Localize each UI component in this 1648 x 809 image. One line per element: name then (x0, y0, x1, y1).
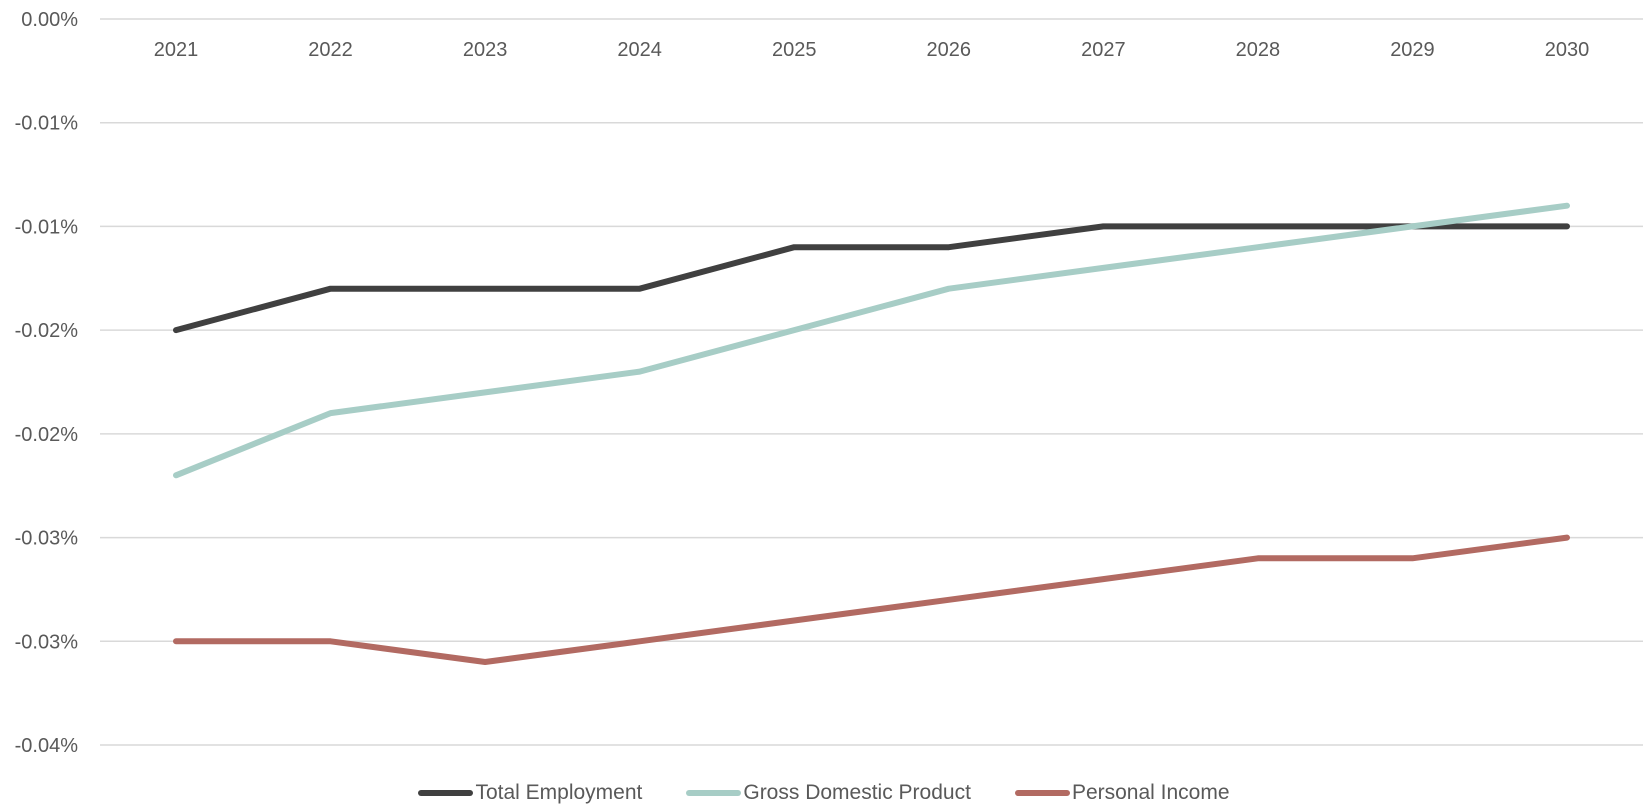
legend-label: Gross Domestic Product (743, 781, 971, 804)
y-tick-label: -0.02% (15, 424, 79, 446)
x-tick-label: 2030 (1545, 39, 1590, 61)
x-tick-label: 2022 (308, 39, 353, 61)
x-tick-label: 2021 (154, 39, 199, 61)
legend: Total Employment Gross Domestic Product Pe… (0, 778, 1648, 808)
series-line-1 (173, 223, 1570, 334)
legend-label: Total Employment (475, 781, 643, 804)
x-axis-ticks: 2021 2022 2023 2024 2025 2026 2027 2028 2029 2030 (154, 39, 1590, 61)
y-tick-label: -0.04% (15, 735, 79, 757)
grid-lines (100, 18, 1643, 746)
x-tick-label: 2025 (772, 39, 817, 61)
y-tick-label: -0.02% (15, 320, 79, 342)
legend-label: Personal Income (1071, 781, 1230, 804)
x-tick-label: 2028 (1236, 39, 1281, 61)
x-tick-label: 2029 (1390, 39, 1435, 61)
y-axis-ticks: 0.00% -0.01% -0.01% -0.02% -0.02% -0.03% -0.03… (15, 9, 79, 757)
legend-item: Personal Income (1014, 781, 1230, 805)
x-tick-label: 2026 (927, 39, 972, 61)
legend-swatch (418, 790, 474, 796)
x-tick-label: 2027 (1081, 39, 1126, 61)
y-tick-label: 0.00% (21, 9, 78, 31)
x-tick-label: 2024 (617, 39, 662, 61)
y-tick-label: -0.03% (15, 528, 79, 550)
series-lines (173, 202, 1570, 665)
x-tick-label: 2023 (463, 39, 508, 61)
y-tick-label: -0.03% (15, 631, 79, 653)
y-tick-label: -0.01% (15, 216, 79, 238)
series-line-3 (173, 534, 1570, 665)
legend-swatch (1014, 790, 1070, 796)
legend-swatch (686, 790, 742, 796)
series-line-2 (173, 202, 1570, 479)
legend-item: Total Employment (418, 781, 642, 805)
y-tick-label: -0.01% (15, 113, 79, 135)
legend-item: Gross Domestic Product (686, 781, 971, 805)
